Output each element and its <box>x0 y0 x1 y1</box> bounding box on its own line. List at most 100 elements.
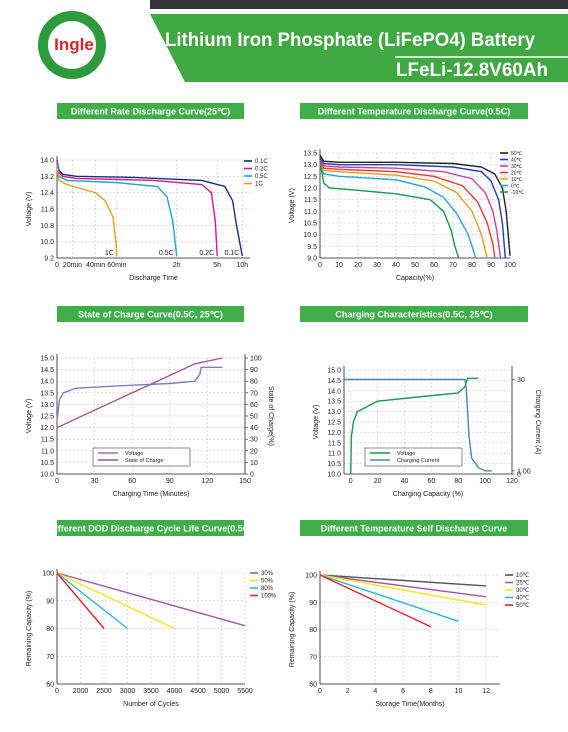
y-tick-label: 13.5 <box>303 151 317 158</box>
y-axis-label: Remaining Capacity (%) <box>26 591 33 666</box>
y-tick-label: 10.0 <box>40 239 54 246</box>
x-tick-label: 3000 <box>120 688 136 695</box>
y-tick-label: 10.0 <box>303 232 317 239</box>
x-tick-label: 80 <box>454 478 462 485</box>
x-tick-label: 10 <box>455 688 463 695</box>
y2-tick-label: 50 <box>250 414 258 421</box>
y-tick-label: 70 <box>46 654 54 661</box>
y-tick-label: 13.5 <box>40 390 54 397</box>
y-tick-label: 13.0 <box>303 162 317 169</box>
y-tick-label: 14.5 <box>40 367 54 374</box>
series-line <box>319 574 459 622</box>
x-tick-label: 0 <box>318 262 322 269</box>
y2-tick-label: 60 <box>250 402 258 409</box>
title-bar <box>300 103 528 119</box>
x-tick-label: 0 <box>349 478 353 485</box>
x-tick-label: 0 <box>318 688 322 695</box>
annotation: 0.5C <box>159 250 174 257</box>
series-line <box>56 572 175 630</box>
x-tick-label: 20 <box>354 262 362 269</box>
x-tick-label: 90 <box>166 478 174 485</box>
y2-tick-label: 30 <box>517 377 525 384</box>
y-tick-label: 12.5 <box>327 420 341 427</box>
y-tick-label: 60 <box>309 682 317 689</box>
legend-label: Charging Current <box>397 458 440 464</box>
x-axis-label: Charging Capacity (%) <box>393 491 463 498</box>
legend-label: 50℃ <box>516 603 530 609</box>
y-tick-label: 90 <box>309 600 317 607</box>
series-line <box>56 366 223 421</box>
chart-title: Different DOD Discharge Cycle Life Curve… <box>49 524 253 534</box>
x-tick-label: 40min <box>86 262 105 269</box>
banner <box>150 14 568 82</box>
y-tick-label: 12.0 <box>40 425 54 432</box>
y-tick-label: 13.2 <box>40 174 54 181</box>
x-tick-label: 60 <box>430 262 438 269</box>
x-axis-label: Discharge Time <box>129 275 178 282</box>
y-tick-label: 90 <box>46 598 54 605</box>
x-tick-label: 30 <box>373 262 381 269</box>
x-tick-label: 5000 <box>214 688 230 695</box>
y-tick-label: 10.0 <box>327 472 341 479</box>
series-line <box>56 168 118 257</box>
x-tick-label: 10 <box>335 262 343 269</box>
x-tick-label: 120 <box>506 478 518 485</box>
x-tick-label: 40 <box>401 478 409 485</box>
logo-inner <box>48 21 96 69</box>
series-line <box>350 377 479 475</box>
x-tick-label: 150 <box>239 478 251 485</box>
title-bar <box>57 520 244 536</box>
x-tick-label: 8 <box>429 688 433 695</box>
annotation: 0.1C <box>224 250 239 257</box>
series-line <box>319 157 506 259</box>
x-tick-label: 2 <box>346 688 350 695</box>
y-tick-label: 14.0 <box>327 388 341 395</box>
x-tick-label: 90 <box>487 262 495 269</box>
x-tick-label: 6 <box>401 688 405 695</box>
legend-label: 40℃ <box>511 157 523 163</box>
y2-tick-label: 80 <box>250 379 258 386</box>
chart-title: Different Temperature Self Discharge Cur… <box>321 524 507 534</box>
y2-tick-label: 30 <box>250 437 258 444</box>
y-tick-label: 60 <box>46 682 54 689</box>
y-tick-label: 15.0 <box>327 368 341 375</box>
x-tick-label: 100 <box>504 262 516 269</box>
x-tick-label: 4000 <box>167 688 183 695</box>
y-tick-label: 70 <box>309 654 317 661</box>
x-axis-label: Storage Time(Months) <box>375 701 444 708</box>
series-line <box>319 166 477 259</box>
legend-label: 0.2C <box>255 167 268 173</box>
y2-axis-label: Charging Current (A) <box>534 390 541 455</box>
x-tick-label: 70 <box>449 262 457 269</box>
y-axis-label: Voltage (V) <box>26 399 33 434</box>
y2-tick-label: 40 <box>250 425 258 432</box>
y-tick-label: 13.0 <box>40 402 54 409</box>
legend-label: 10℃ <box>516 573 530 579</box>
y2-axis-label: State of Charge(%) <box>267 386 274 446</box>
y-tick-label: 80 <box>309 627 317 634</box>
x-tick-label: 4500 <box>190 688 206 695</box>
y2-tick-label: 10 <box>250 460 258 467</box>
series-line <box>319 574 487 598</box>
x-tick-label: 40 <box>392 262 400 269</box>
legend-label: 20℃ <box>511 170 523 176</box>
series-line <box>319 154 511 256</box>
banner-title: Lithium Iron Phosphate (LiFePO4) Battery <box>165 30 535 51</box>
x-tick-label: 60 <box>128 478 136 485</box>
y-tick-label: 10.5 <box>40 460 54 467</box>
y2-tick-label: 0 <box>250 472 254 479</box>
y-tick-label: 11.6 <box>41 207 54 214</box>
legend-label: 50% <box>261 579 274 585</box>
title-bar <box>300 520 528 536</box>
series-line <box>344 378 492 472</box>
x-axis-label: Charging Time (Minutes) <box>113 491 190 498</box>
legend-label: 100% <box>261 594 277 600</box>
y-tick-label: 10.5 <box>327 461 341 468</box>
series-line <box>319 574 432 628</box>
legend-label: 30℃ <box>516 588 530 594</box>
y2-tick-label: 70 <box>250 390 258 397</box>
legend-label: 50℃ <box>511 151 523 157</box>
x-tick-label: 100 <box>479 478 491 485</box>
series-line <box>319 574 487 587</box>
